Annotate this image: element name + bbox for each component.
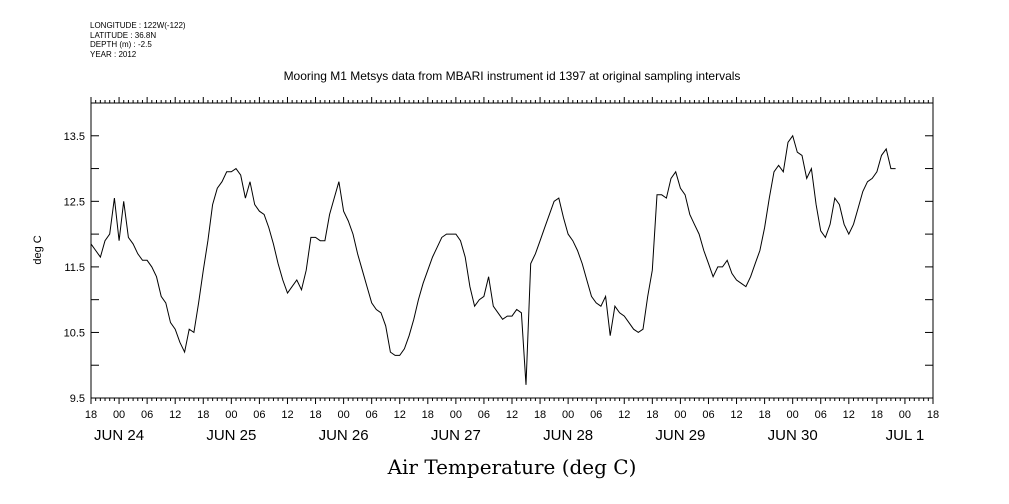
x-tick-label: 06: [478, 409, 490, 421]
x-tick-label: 12: [618, 409, 630, 421]
latitude-label: LATITUDE : 36.8N: [90, 30, 157, 40]
plot-frame: [90, 102, 934, 399]
x-tick-label: 12: [281, 409, 293, 421]
x-tick-label: 00: [450, 409, 462, 421]
x-tick-label: 00: [337, 409, 349, 421]
year-label: YEAR : 2012: [90, 49, 137, 59]
y-tick-label: 12.5: [64, 196, 85, 208]
x-tick-label: 00: [225, 409, 237, 421]
x-day-label: JUN 24: [94, 427, 144, 444]
x-tick-label: 06: [141, 409, 153, 421]
longitude-label: LONGITUDE : 122W(-122): [90, 21, 186, 30]
x-tick-label: 18: [927, 409, 939, 421]
x-tick-label: 00: [674, 409, 686, 421]
x-tick-label: 18: [85, 409, 97, 421]
x-tick-label: 06: [366, 409, 378, 421]
x-tick-label: 00: [899, 409, 911, 421]
x-day-label: JUN 25: [206, 427, 256, 444]
x-tick-label: 12: [506, 409, 518, 421]
x-tick-label: 18: [646, 409, 658, 421]
x-axis-label: Air Temperature (deg C): [387, 455, 637, 479]
x-tick-labels: 18 00 06 12 18 00 06 12 18 00 06 12 18 00 06 12 18 00 06 12…: [85, 409, 939, 421]
x-day-label: JUN 28: [543, 427, 593, 444]
x-tick-label: 06: [815, 409, 827, 421]
x-tick-label: 18: [422, 409, 434, 421]
x-tick-label: 12: [843, 409, 855, 421]
x-tick-label: 12: [394, 409, 406, 421]
x-tick-label: 12: [730, 409, 742, 421]
x-day-label: JUN 27: [431, 427, 481, 444]
series-line-air-temperature: [90, 134, 896, 385]
x-day-label: JUN 29: [655, 427, 705, 444]
x-day-label: JUL 1: [886, 427, 925, 444]
y-tick-label: 13.5: [64, 131, 85, 143]
x-tick-label: 00: [562, 409, 574, 421]
y-tick-label: 11.5: [64, 262, 85, 274]
y-tick-label: 9.5: [70, 393, 85, 405]
x-tick-label: 18: [758, 409, 770, 421]
x-tick-label: 06: [702, 409, 714, 421]
x-tick-label: 06: [590, 409, 602, 421]
x-day-label: JUN 30: [768, 427, 818, 444]
x-tick-label: 18: [197, 409, 209, 421]
depth-label: DEPTH (m) : -2.5: [90, 40, 152, 49]
metadata-block: LONGITUDE : 122W(-122) LATITUDE : 36.8N …: [90, 21, 186, 59]
x-tick-label: 00: [787, 409, 799, 421]
y-tick-label: 10.5: [64, 327, 85, 339]
chart-title: Mooring M1 Metsys data from MBARI instru…: [284, 69, 741, 83]
axis-ticks: [90, 97, 934, 404]
x-tick-label: 00: [113, 409, 125, 421]
x-tick-label: 06: [253, 409, 265, 421]
y-axis-label: deg C: [32, 235, 44, 264]
x-tick-label: 12: [169, 409, 181, 421]
x-tick-label: 18: [534, 409, 546, 421]
x-day-label: JUN 26: [319, 427, 369, 444]
x-tick-label: 18: [309, 409, 321, 421]
x-day-labels: JUN 24 JUN 25 JUN 26 JUN 27 JUN 28 JUN 29 JUN …: [94, 427, 924, 444]
x-tick-label: 18: [871, 409, 883, 421]
y-tick-labels: 9.5 10.5 11.5 12.5 13.5: [64, 131, 85, 405]
